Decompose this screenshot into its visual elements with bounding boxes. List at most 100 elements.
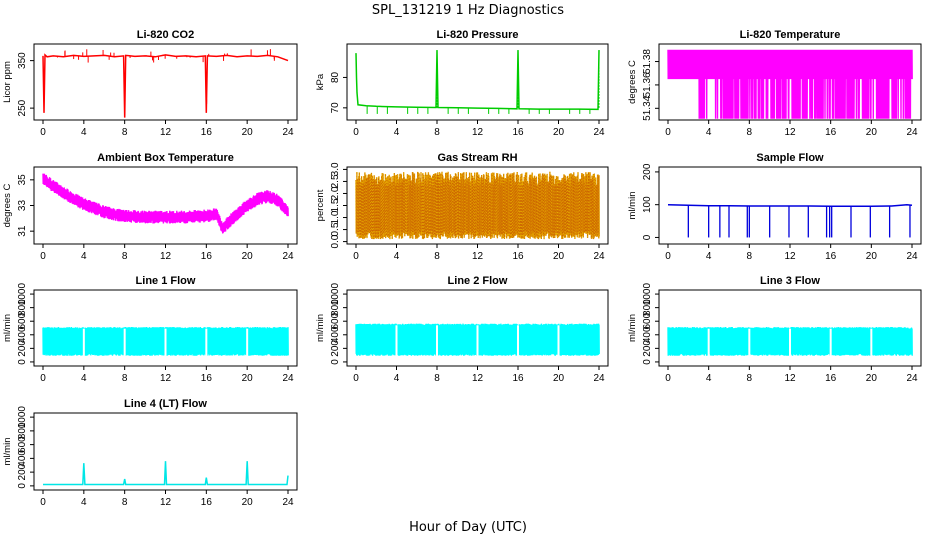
x-tick-label: 24 [282, 497, 294, 508]
x-tick-label: 0 [40, 127, 46, 138]
y-tick-label: 800 [17, 422, 28, 439]
y-tick-label: 1000 [330, 283, 341, 306]
x-tick-label: 4 [81, 373, 87, 384]
y-axis-label: ml/min [2, 438, 13, 466]
panel-title: Line 2 Flow [448, 275, 508, 287]
y-tick-label: 800 [330, 299, 341, 316]
y-tick-label: 2.5 [330, 174, 341, 188]
y-tick-label: 350 [17, 52, 28, 69]
y-axis-label: percent [315, 189, 326, 221]
x-tick-label: 24 [593, 251, 605, 262]
x-tick-label: 12 [472, 373, 484, 384]
data-series [43, 461, 289, 486]
x-tick-label: 20 [242, 373, 254, 384]
x-tick-label: 24 [906, 127, 918, 138]
y-tick-label: 35 [17, 174, 28, 186]
y-tick-label: 200 [17, 463, 28, 480]
panel-3: Li-820 Temperature degrees C 0 4 8 12 16 20 24 51… [627, 29, 922, 138]
y-tick-label: 51.34 [642, 95, 653, 120]
x-tick-label: 20 [242, 497, 254, 508]
y-axis-label: ml/min [315, 314, 326, 342]
x-tick-label: 20 [242, 251, 254, 262]
y-axis-label: ml/min [627, 192, 638, 220]
plot-frame [33, 166, 298, 245]
x-tick-label: 0 [353, 251, 359, 262]
x-tick-label: 4 [81, 497, 87, 508]
x-tick-label: 4 [394, 373, 400, 384]
y-axis-label: kPa [315, 73, 326, 90]
x-tick-label: 0 [40, 497, 46, 508]
y-tick-label: 70 [330, 102, 341, 114]
x-tick-label: 0 [665, 251, 671, 262]
y-tick-label: 0.5 [330, 222, 341, 236]
panel-5: Gas Stream RH percent 0 4 8 12 16 20 24 0.00.51.0… [315, 152, 609, 262]
x-tick-label: 24 [282, 251, 294, 262]
x-tick-label: 8 [434, 251, 440, 262]
x-tick-label: 12 [784, 251, 796, 262]
y-tick-label: 0 [642, 359, 653, 365]
x-tick-label: 4 [81, 127, 87, 138]
x-tick-label: 4 [706, 251, 712, 262]
x-tick-label: 16 [201, 251, 213, 262]
x-tick-label: 0 [353, 373, 359, 384]
y-tick-label: 1000 [17, 406, 28, 429]
y-tick-label: 200 [642, 340, 653, 357]
y-tick-label: 51.38 [642, 49, 653, 74]
x-tick-label: 20 [866, 251, 878, 262]
y-tick-label: 250 [17, 99, 28, 116]
x-tick-label: 24 [282, 127, 294, 138]
y-tick-label: 200 [17, 340, 28, 357]
y-tick-label: 400 [330, 326, 341, 343]
data-series-dots [355, 171, 600, 240]
x-tick-label: 0 [40, 251, 46, 262]
y-axis-label: ml/min [627, 314, 638, 342]
panel-8: Line 2 Flow ml/min 0 4 8 12 16 20 24 0 20040060080… [315, 275, 609, 384]
y-tick-label: 600 [330, 312, 341, 329]
x-tick-label: 4 [394, 127, 400, 138]
y-tick-label: 600 [17, 312, 28, 329]
panel-title: Sample Flow [756, 152, 824, 164]
x-tick-label: 8 [122, 127, 128, 138]
x-tick-label: 12 [784, 127, 796, 138]
panel-title: Ambient Box Temperature [97, 152, 234, 164]
data-series [42, 173, 289, 234]
x-tick-label: 20 [553, 127, 565, 138]
panel-10: Line 4 (LT) Flow ml/min 0 4 8 12 16 20 24 0 200400… [2, 398, 298, 508]
x-tick-label: 24 [906, 373, 918, 384]
y-tick-label: 1.5 [330, 198, 341, 212]
x-tick-label: 12 [472, 251, 484, 262]
y-axis-label: Licor ppm [2, 61, 13, 103]
panel-title: Li-820 Pressure [437, 29, 519, 41]
x-tick-label: 8 [122, 251, 128, 262]
figure-x-axis-label: Hour of Day (UTC) [409, 520, 527, 535]
y-tick-label: 800 [642, 299, 653, 316]
x-tick-label: 20 [553, 373, 565, 384]
y-tick-label: 0 [17, 359, 28, 365]
x-tick-label: 20 [866, 373, 878, 384]
y-tick-label: 400 [17, 326, 28, 343]
panel-9: Line 3 Flow ml/min 0 4 8 12 16 20 24 0 20040060080… [627, 275, 922, 384]
x-tick-label: 12 [160, 373, 172, 384]
x-tick-label: 0 [353, 127, 359, 138]
x-tick-label: 8 [747, 373, 753, 384]
y-tick-label: 0 [330, 359, 341, 365]
y-tick-label: 800 [17, 299, 28, 316]
y-tick-label: 0 [642, 234, 653, 240]
y-tick-label: 400 [642, 326, 653, 343]
y-tick-label: 51.36 [642, 72, 653, 97]
x-tick-label: 16 [825, 373, 837, 384]
x-tick-label: 24 [282, 373, 294, 384]
panel-4: Ambient Box Temperature degrees C 0 4 8 12 16 2… [2, 152, 298, 262]
x-tick-label: 0 [665, 373, 671, 384]
x-tick-label: 4 [706, 373, 712, 384]
y-tick-label: 0 [17, 483, 28, 489]
x-tick-label: 12 [160, 251, 172, 262]
y-axis-label: ml/min [2, 314, 13, 342]
x-tick-label: 24 [593, 127, 605, 138]
panel-title: Line 4 (LT) Flow [124, 398, 207, 410]
panel-2: Li-820 Pressure kPa 0 4 8 12 16 20 24 70 80 [315, 29, 609, 138]
x-tick-label: 4 [706, 127, 712, 138]
x-tick-label: 8 [122, 497, 128, 508]
panel-title: Line 3 Flow [760, 275, 820, 287]
